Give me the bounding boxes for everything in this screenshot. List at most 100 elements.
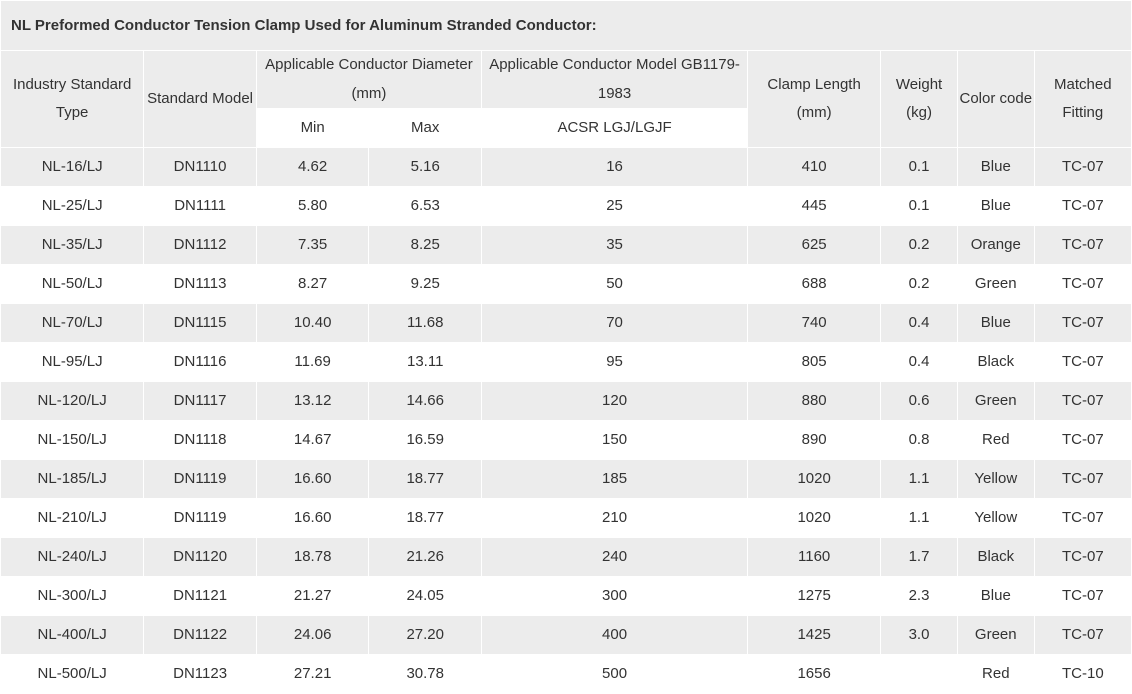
cell-matched-fitting: TC-07 — [1034, 616, 1131, 655]
cell-clamp-length: 1656 — [748, 655, 881, 694]
cell-standard-model: DN1115 — [144, 304, 257, 343]
cell-color-code: Red — [957, 655, 1034, 694]
cell-color-code: Red — [957, 421, 1034, 460]
cell-matched-fitting: TC-07 — [1034, 148, 1131, 187]
cell-max: 8.25 — [369, 226, 482, 265]
cell-acsr: 95 — [482, 343, 748, 382]
cell-matched-fitting: TC-07 — [1034, 226, 1131, 265]
cell-weight: 2.3 — [881, 577, 958, 616]
cell-standard-model: DN1117 — [144, 382, 257, 421]
cell-standard-model: DN1123 — [144, 655, 257, 694]
cell-acsr: 25 — [482, 187, 748, 226]
cell-industry-type: NL-35/LJ — [1, 226, 144, 265]
table-row: NL-50/LJDN11138.279.25506880.2GreenTC-07 — [1, 265, 1132, 304]
cell-color-code: Yellow — [957, 499, 1034, 538]
header-row-1: Industry Standard Type Standard Model Ap… — [1, 51, 1132, 109]
cell-acsr: 150 — [482, 421, 748, 460]
cell-min: 14.67 — [256, 421, 369, 460]
cell-clamp-length: 625 — [748, 226, 881, 265]
cell-min: 7.35 — [256, 226, 369, 265]
cell-industry-type: NL-120/LJ — [1, 382, 144, 421]
cell-clamp-length: 1020 — [748, 499, 881, 538]
cell-industry-type: NL-400/LJ — [1, 616, 144, 655]
header-sub-max: Max — [369, 109, 482, 148]
cell-max: 6.53 — [369, 187, 482, 226]
cell-acsr: 16 — [482, 148, 748, 187]
cell-weight: 0.4 — [881, 304, 958, 343]
table-row: NL-150/LJDN111814.6716.591508900.8RedTC-… — [1, 421, 1132, 460]
cell-clamp-length: 740 — [748, 304, 881, 343]
table-row: NL-95/LJDN111611.6913.11958050.4BlackTC-… — [1, 343, 1132, 382]
header-color-code: Color code — [957, 51, 1034, 148]
cell-max: 18.77 — [369, 460, 482, 499]
cell-acsr: 35 — [482, 226, 748, 265]
cell-acsr: 210 — [482, 499, 748, 538]
cell-standard-model: DN1121 — [144, 577, 257, 616]
cell-standard-model: DN1120 — [144, 538, 257, 577]
cell-min: 5.80 — [256, 187, 369, 226]
table-row: NL-35/LJDN11127.358.25356250.2OrangeTC-0… — [1, 226, 1132, 265]
cell-matched-fitting: TC-07 — [1034, 460, 1131, 499]
cell-weight: 0.2 — [881, 226, 958, 265]
cell-standard-model: DN1119 — [144, 460, 257, 499]
cell-clamp-length: 410 — [748, 148, 881, 187]
cell-acsr: 50 — [482, 265, 748, 304]
cell-color-code: Orange — [957, 226, 1034, 265]
cell-clamp-length: 805 — [748, 343, 881, 382]
cell-min: 18.78 — [256, 538, 369, 577]
cell-industry-type: NL-70/LJ — [1, 304, 144, 343]
conductor-clamp-table: NL Preformed Conductor Tension Clamp Use… — [0, 0, 1132, 694]
cell-industry-type: NL-500/LJ — [1, 655, 144, 694]
header-clamp-length: Clamp Length (mm) — [748, 51, 881, 148]
cell-acsr: 70 — [482, 304, 748, 343]
cell-max: 9.25 — [369, 265, 482, 304]
cell-min: 10.40 — [256, 304, 369, 343]
cell-max: 5.16 — [369, 148, 482, 187]
cell-acsr: 300 — [482, 577, 748, 616]
cell-clamp-length: 1425 — [748, 616, 881, 655]
cell-min: 4.62 — [256, 148, 369, 187]
cell-industry-type: NL-50/LJ — [1, 265, 144, 304]
cell-color-code: Blue — [957, 577, 1034, 616]
cell-max: 18.77 — [369, 499, 482, 538]
cell-standard-model: DN1112 — [144, 226, 257, 265]
table-row: NL-240/LJDN112018.7821.2624011601.7Black… — [1, 538, 1132, 577]
cell-standard-model: DN1118 — [144, 421, 257, 460]
cell-industry-type: NL-16/LJ — [1, 148, 144, 187]
cell-weight: 0.8 — [881, 421, 958, 460]
cell-industry-type: NL-240/LJ — [1, 538, 144, 577]
cell-acsr: 400 — [482, 616, 748, 655]
cell-weight: 1.1 — [881, 499, 958, 538]
cell-acsr: 240 — [482, 538, 748, 577]
header-standard-model: Standard Model — [144, 51, 257, 148]
header-applicable-diameter: Applicable Conductor Diameter (mm) — [256, 51, 481, 109]
title-row: NL Preformed Conductor Tension Clamp Use… — [1, 1, 1132, 51]
cell-color-code: Blue — [957, 304, 1034, 343]
cell-standard-model: DN1119 — [144, 499, 257, 538]
table-row: NL-210/LJDN111916.6018.7721010201.1Yello… — [1, 499, 1132, 538]
cell-clamp-length: 880 — [748, 382, 881, 421]
cell-weight: 0.1 — [881, 148, 958, 187]
cell-max: 16.59 — [369, 421, 482, 460]
cell-color-code: Black — [957, 343, 1034, 382]
header-matched-fitting: Matched Fitting — [1034, 51, 1131, 148]
cell-max: 13.11 — [369, 343, 482, 382]
cell-industry-type: NL-95/LJ — [1, 343, 144, 382]
cell-max: 24.05 — [369, 577, 482, 616]
cell-industry-type: NL-185/LJ — [1, 460, 144, 499]
cell-matched-fitting: TC-07 — [1034, 538, 1131, 577]
table-row: NL-25/LJDN11115.806.53254450.1BlueTC-07 — [1, 187, 1132, 226]
cell-matched-fitting: TC-10 — [1034, 655, 1131, 694]
cell-color-code: Blue — [957, 148, 1034, 187]
cell-weight: 0.2 — [881, 265, 958, 304]
cell-standard-model: DN1113 — [144, 265, 257, 304]
cell-matched-fitting: TC-07 — [1034, 187, 1131, 226]
cell-acsr: 120 — [482, 382, 748, 421]
table-row: NL-500/LJDN112327.2130.785001656RedTC-10 — [1, 655, 1132, 694]
table-row: NL-70/LJDN111510.4011.68707400.4BlueTC-0… — [1, 304, 1132, 343]
cell-acsr: 500 — [482, 655, 748, 694]
cell-max: 11.68 — [369, 304, 482, 343]
cell-min: 8.27 — [256, 265, 369, 304]
cell-color-code: Blue — [957, 187, 1034, 226]
cell-matched-fitting: TC-07 — [1034, 499, 1131, 538]
